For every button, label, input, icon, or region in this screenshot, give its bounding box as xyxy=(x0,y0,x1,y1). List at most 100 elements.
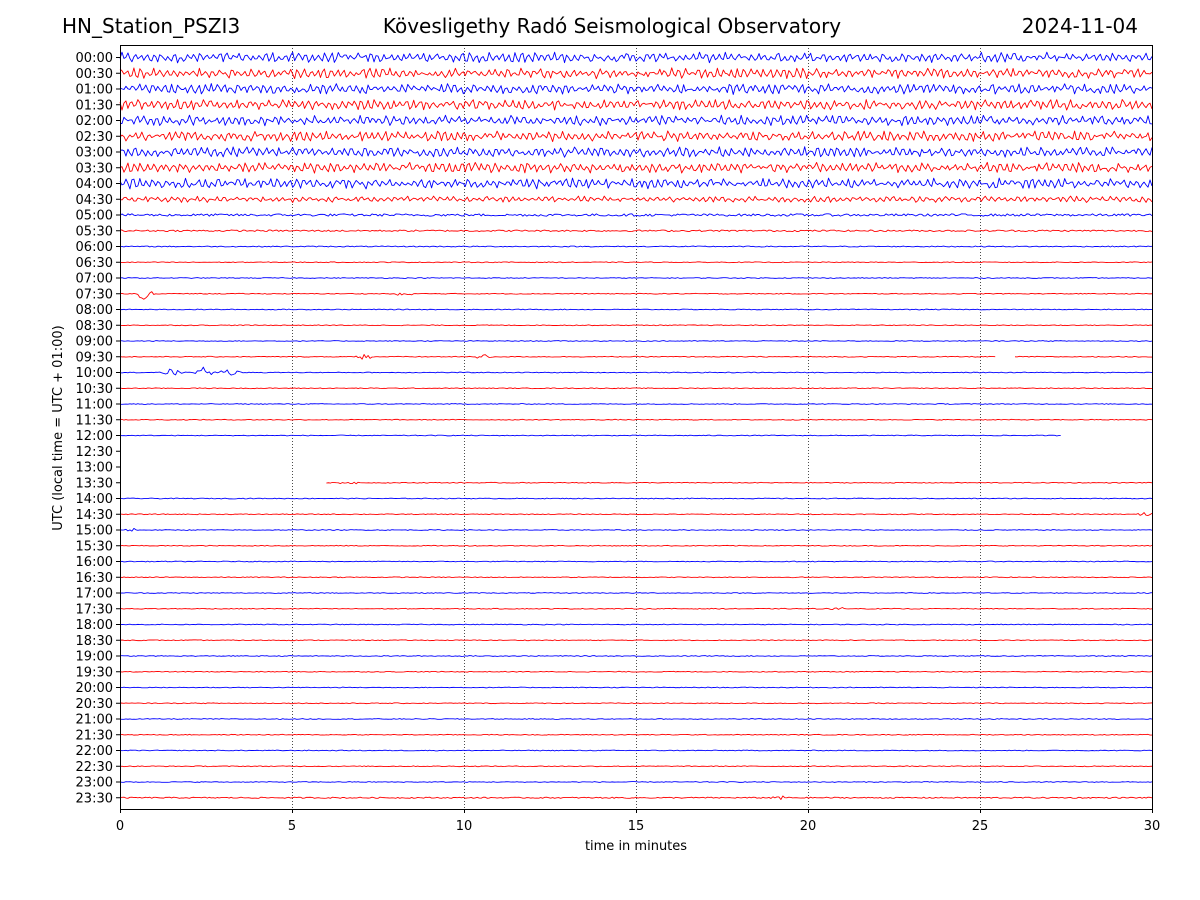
trace-0630 xyxy=(119,261,1153,264)
y-tick-label: 12:00 xyxy=(76,429,113,444)
y-tick-label: 09:00 xyxy=(76,335,113,350)
trace-2000 xyxy=(120,686,1153,689)
y-tick-label: 22:00 xyxy=(76,744,113,759)
trace-0700 xyxy=(119,277,1153,279)
trace-0430 xyxy=(119,195,1153,203)
y-tick-label: 01:00 xyxy=(76,83,113,98)
y-tick-label: 06:30 xyxy=(76,256,113,271)
y-tick-label: 04:00 xyxy=(76,177,113,192)
trace-2230 xyxy=(119,765,1153,768)
trace-1830 xyxy=(119,639,1153,642)
y-tick-label: 12:30 xyxy=(76,445,113,460)
y-axis-ticks: 00:0000:3001:0001:3002:0002:3003:0003:30… xyxy=(76,51,120,806)
trace-0130 xyxy=(119,99,1153,111)
y-tick-label: 04:30 xyxy=(76,193,113,208)
trace-1600 xyxy=(119,560,1153,563)
y-tick-label: 05:00 xyxy=(76,209,113,224)
y-tick-label: 16:00 xyxy=(76,555,113,570)
x-axis-label: time in minutes xyxy=(585,839,687,854)
trace-2300 xyxy=(119,781,1153,783)
y-tick-label: 14:00 xyxy=(76,492,113,507)
trace-0030 xyxy=(119,67,1153,80)
x-tick-label: 30 xyxy=(1144,819,1161,834)
station-name: HN_Station_PSZI3 xyxy=(62,14,241,38)
trace-1430 xyxy=(119,512,1153,516)
trace-1100 xyxy=(119,403,1153,405)
trace-0530 xyxy=(119,229,1153,232)
y-tick-label: 02:30 xyxy=(76,130,113,145)
x-tick-label: 10 xyxy=(456,819,473,834)
trace-1800 xyxy=(119,623,1153,626)
trace-1530 xyxy=(119,544,1153,547)
trace-0400 xyxy=(119,177,1153,190)
y-axis-label: UTC (local time = UTC + 01:00) xyxy=(51,325,66,530)
x-tick-label: 25 xyxy=(972,819,989,834)
trace-1900 xyxy=(119,655,1153,657)
trace-1030 xyxy=(119,387,1153,390)
y-tick-label: 07:30 xyxy=(76,287,113,302)
y-tick-label: 13:30 xyxy=(76,476,113,491)
trace-0000 xyxy=(119,51,1153,64)
y-tick-label: 18:00 xyxy=(76,618,113,633)
plot-frame xyxy=(120,45,1153,810)
y-tick-label: 19:00 xyxy=(76,650,113,665)
trace-0230 xyxy=(119,130,1153,143)
y-tick-label: 02:00 xyxy=(76,114,113,129)
trace-2200 xyxy=(119,749,1153,752)
y-tick-label: 06:00 xyxy=(76,240,113,255)
x-axis-ticks: 0 5 10 15 20 25 30 xyxy=(116,809,1160,834)
trace-1730 xyxy=(119,607,1153,611)
y-tick-label: 17:30 xyxy=(76,602,113,617)
y-tick-label: 11:30 xyxy=(76,413,113,428)
trace-2330 xyxy=(119,795,1153,800)
record-date: 2024-11-04 xyxy=(1021,14,1138,38)
y-tick-label: 03:00 xyxy=(76,146,113,161)
trace-1400 xyxy=(120,497,1153,500)
y-tick-label: 10:00 xyxy=(76,366,113,381)
trace-2130 xyxy=(119,733,1153,736)
trace-0600 xyxy=(119,245,1153,248)
trace-1630 xyxy=(119,576,1153,579)
y-tick-label: 20:00 xyxy=(76,681,113,696)
trace-0800 xyxy=(119,308,1153,311)
y-tick-label: 08:30 xyxy=(76,319,113,334)
y-tick-label: 17:00 xyxy=(76,587,113,602)
seismogram-traces xyxy=(119,51,1153,800)
trace-1930 xyxy=(119,670,1153,673)
trace-0830 xyxy=(119,324,1153,327)
y-tick-label: 15:00 xyxy=(76,524,113,539)
trace-0930 xyxy=(119,354,1153,360)
y-tick-label: 19:30 xyxy=(76,665,113,680)
trace-0300 xyxy=(119,146,1153,158)
x-tick-label: 5 xyxy=(288,819,296,834)
y-tick-label: 13:00 xyxy=(76,461,113,476)
y-tick-label: 11:00 xyxy=(76,398,113,413)
trace-0730 xyxy=(119,291,1153,300)
y-tick-label: 00:00 xyxy=(76,51,113,66)
trace-0200 xyxy=(119,114,1153,127)
trace-0500 xyxy=(119,213,1153,217)
trace-2100 xyxy=(119,718,1153,720)
trace-1500 xyxy=(119,527,1153,532)
x-tick-label: 15 xyxy=(628,819,645,834)
trace-1700 xyxy=(119,592,1153,594)
y-tick-label: 22:30 xyxy=(76,760,113,775)
y-tick-label: 09:30 xyxy=(76,350,113,365)
y-tick-label: 07:00 xyxy=(76,272,113,287)
vertical-grid xyxy=(292,45,981,809)
trace-0330 xyxy=(119,161,1153,174)
y-tick-label: 16:30 xyxy=(76,571,113,586)
trace-1200 xyxy=(120,435,1152,436)
trace-1000 xyxy=(119,366,1153,376)
y-tick-label: 14:30 xyxy=(76,508,113,523)
y-tick-label: 01:30 xyxy=(76,98,113,113)
x-tick-label: 0 xyxy=(116,819,124,834)
y-tick-label: 08:00 xyxy=(76,303,113,318)
y-tick-label: 21:00 xyxy=(76,713,113,728)
x-tick-label: 20 xyxy=(800,819,817,834)
trace-0900 xyxy=(119,340,1153,342)
observatory-title: Kövesligethy Radó Seismological Observat… xyxy=(382,14,842,38)
trace-1330 xyxy=(326,481,1153,485)
y-tick-label: 10:30 xyxy=(76,382,113,397)
